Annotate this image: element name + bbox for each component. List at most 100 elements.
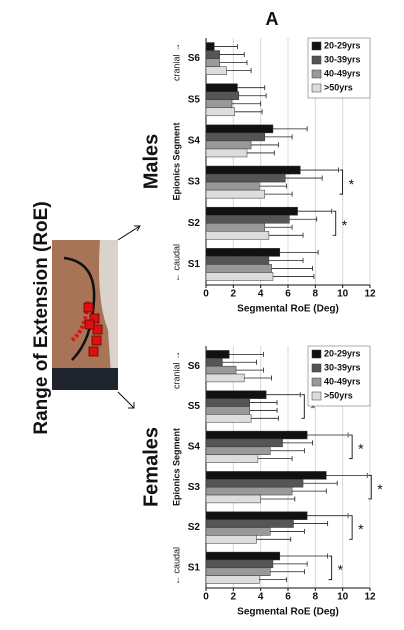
- bar: [205, 223, 266, 232]
- error-bar: [272, 273, 315, 279]
- bar: [205, 83, 238, 92]
- error-bar: [279, 553, 329, 559]
- bar: [205, 206, 298, 216]
- error-bar: [219, 60, 248, 66]
- bar: [205, 272, 274, 281]
- significance-label: *: [310, 400, 316, 416]
- error-bar: [266, 392, 301, 398]
- top-note: cranial →: [171, 351, 181, 389]
- legend-label: 30-39yrs: [324, 362, 361, 372]
- bar: [205, 358, 223, 367]
- error-bar: [237, 85, 266, 91]
- legend-swatch: [311, 363, 322, 373]
- y-tick-label: S6: [188, 53, 201, 64]
- top-note: cranial →: [171, 43, 181, 81]
- bar: [205, 140, 252, 150]
- legend-swatch: [311, 391, 322, 401]
- bar: [205, 58, 220, 67]
- error-bar: [256, 536, 292, 542]
- error-bar: [297, 208, 333, 214]
- y-axis-title: Epionics Segment: [171, 428, 181, 506]
- error-bar: [307, 432, 349, 438]
- error-bar: [259, 183, 288, 189]
- y-tick-label: S2: [188, 218, 201, 229]
- bar: [205, 479, 304, 488]
- error-bar: [226, 68, 252, 74]
- bar: [205, 535, 257, 544]
- error-bar: [251, 142, 279, 148]
- significance-label: *: [377, 481, 383, 497]
- bar: [205, 42, 215, 51]
- bar: [205, 350, 230, 359]
- bar: [205, 454, 259, 463]
- error-bar: [293, 521, 329, 527]
- legend-label: 20-29yrs: [324, 40, 361, 50]
- bottom-note: ← caudal: [171, 547, 181, 585]
- x-tick-label: 0: [203, 289, 209, 300]
- bar: [205, 132, 266, 142]
- bar: [205, 519, 294, 528]
- x-tick-label: 6: [285, 289, 291, 300]
- error-bar: [279, 249, 319, 255]
- error-bar: [272, 126, 308, 132]
- error-bar: [231, 101, 262, 107]
- legend-swatch: [311, 377, 322, 387]
- error-bar: [268, 257, 304, 263]
- error-bar: [249, 407, 278, 413]
- bar: [205, 173, 286, 183]
- bar: [205, 567, 271, 576]
- x-tick-label: 6: [285, 592, 291, 603]
- bar: [205, 256, 270, 265]
- bar: [205, 165, 301, 175]
- error-bar: [292, 488, 327, 494]
- significance-label: *: [358, 441, 364, 457]
- bar: [205, 189, 266, 199]
- chart-title: Females: [140, 427, 162, 507]
- significance-bracket: [301, 394, 305, 419]
- significance-bracket: [328, 555, 333, 581]
- legend-label: 20-29yrs: [324, 348, 361, 358]
- bar: [205, 99, 233, 109]
- legend-label: 40-49yrs: [324, 68, 361, 78]
- bar: [205, 398, 250, 407]
- error-bar: [270, 448, 305, 454]
- x-tick-label: 0: [203, 592, 209, 603]
- error-bar: [270, 528, 305, 534]
- bar: [205, 148, 248, 158]
- error-bar: [326, 472, 368, 478]
- error-bar: [264, 191, 293, 197]
- significance-bracket: [339, 169, 344, 195]
- y-tick-label: S5: [188, 401, 201, 412]
- error-bar: [282, 440, 314, 446]
- error-bar: [249, 400, 278, 406]
- arrows: [117, 225, 141, 409]
- y-tick-label: S3: [188, 482, 201, 493]
- error-bar: [268, 232, 304, 238]
- bar: [205, 471, 327, 480]
- error-bar: [229, 351, 264, 357]
- error-bar: [272, 561, 308, 567]
- bar: [205, 373, 245, 383]
- error-bar: [300, 167, 339, 173]
- error-bar: [236, 367, 264, 373]
- y-tick-label: S1: [188, 259, 201, 270]
- y-tick-label: S1: [188, 562, 201, 573]
- x-tick-label: 12: [364, 289, 376, 300]
- x-tick-label: 10: [337, 289, 349, 300]
- bar: [205, 438, 283, 448]
- y-tick-label: S4: [188, 136, 201, 147]
- x-tick-label: 4: [258, 592, 264, 603]
- error-bar: [260, 496, 296, 502]
- bar: [205, 124, 274, 134]
- x-axis-title: Segmental RoE (Deg): [237, 304, 339, 315]
- x-tick-label: 10: [337, 592, 349, 603]
- bottom-note: ← caudal: [171, 244, 181, 282]
- bar: [205, 527, 271, 536]
- error-bar: [259, 577, 288, 583]
- bar: [205, 66, 227, 75]
- x-tick-label: 8: [313, 289, 319, 300]
- bar: [205, 91, 240, 101]
- significance-bracket: [349, 515, 353, 540]
- bar: [205, 486, 293, 496]
